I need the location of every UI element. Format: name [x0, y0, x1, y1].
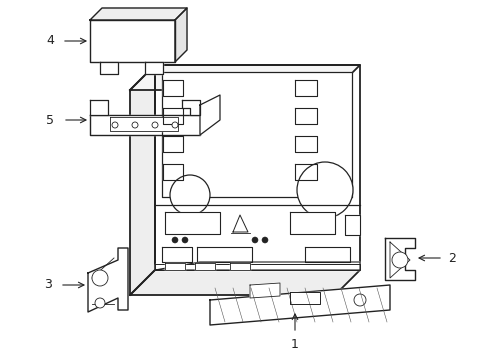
- Polygon shape: [90, 8, 187, 20]
- Circle shape: [252, 237, 258, 243]
- Polygon shape: [230, 263, 250, 270]
- Circle shape: [95, 298, 105, 308]
- Polygon shape: [182, 100, 200, 115]
- Circle shape: [112, 122, 118, 128]
- Circle shape: [262, 237, 268, 243]
- Circle shape: [172, 237, 178, 243]
- Text: 4: 4: [46, 35, 54, 48]
- Polygon shape: [200, 95, 220, 135]
- Polygon shape: [155, 264, 360, 270]
- Polygon shape: [250, 283, 280, 298]
- Polygon shape: [155, 65, 360, 270]
- Polygon shape: [145, 62, 163, 74]
- Polygon shape: [130, 65, 155, 295]
- Polygon shape: [175, 8, 187, 62]
- Text: 3: 3: [44, 279, 52, 292]
- Polygon shape: [163, 136, 183, 152]
- Text: 5: 5: [46, 113, 54, 126]
- Circle shape: [92, 270, 108, 286]
- Polygon shape: [90, 20, 175, 62]
- Polygon shape: [295, 164, 317, 180]
- Polygon shape: [345, 215, 360, 235]
- Polygon shape: [90, 115, 200, 135]
- Text: 2: 2: [448, 252, 456, 265]
- Polygon shape: [110, 117, 178, 131]
- Polygon shape: [100, 62, 118, 74]
- Circle shape: [132, 122, 138, 128]
- Circle shape: [354, 294, 366, 306]
- Polygon shape: [162, 72, 352, 197]
- Polygon shape: [197, 247, 252, 262]
- Polygon shape: [295, 136, 317, 152]
- Circle shape: [152, 122, 158, 128]
- Circle shape: [392, 252, 408, 268]
- Polygon shape: [165, 263, 185, 270]
- Circle shape: [172, 122, 178, 128]
- Circle shape: [297, 162, 353, 218]
- Polygon shape: [295, 108, 317, 124]
- Circle shape: [170, 175, 210, 215]
- Polygon shape: [155, 262, 360, 270]
- Polygon shape: [295, 80, 317, 96]
- Polygon shape: [385, 238, 415, 280]
- Polygon shape: [163, 80, 183, 96]
- Circle shape: [182, 237, 188, 243]
- Polygon shape: [290, 212, 335, 234]
- Polygon shape: [90, 100, 108, 115]
- Polygon shape: [130, 65, 360, 90]
- Polygon shape: [195, 263, 215, 270]
- Polygon shape: [130, 270, 360, 295]
- Polygon shape: [210, 285, 390, 325]
- Text: 1: 1: [291, 338, 299, 351]
- Polygon shape: [305, 247, 350, 262]
- Polygon shape: [162, 247, 192, 262]
- Polygon shape: [88, 248, 128, 312]
- Polygon shape: [165, 212, 220, 234]
- Polygon shape: [163, 164, 183, 180]
- Polygon shape: [163, 108, 183, 124]
- Polygon shape: [290, 292, 320, 304]
